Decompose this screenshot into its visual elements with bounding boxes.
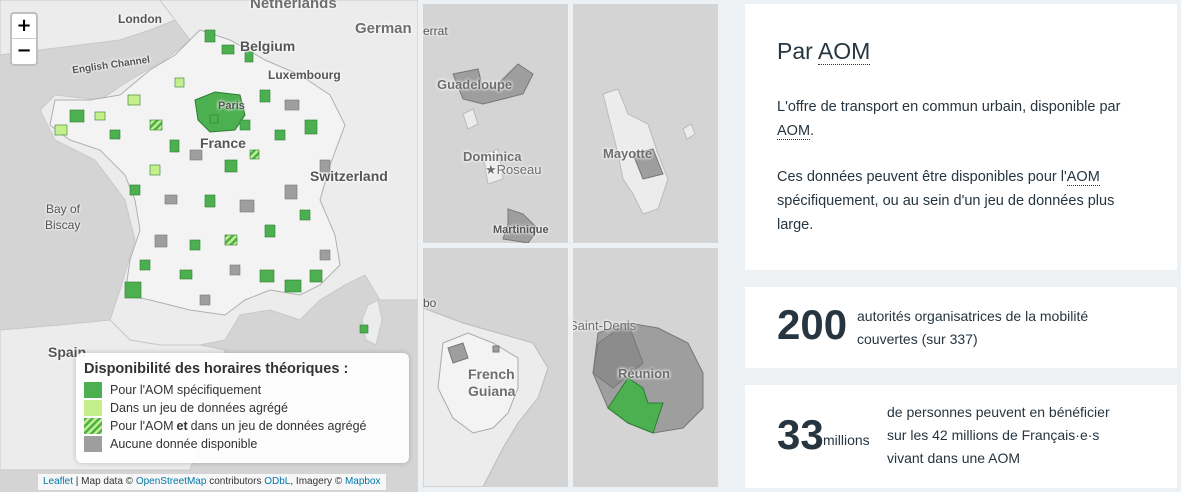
label-bo: bo [423, 296, 437, 310]
label-belgium: Belgium [240, 38, 296, 54]
inset-reunion[interactable]: Saint-Denis Réunion [573, 248, 718, 487]
label-french: French [468, 366, 515, 382]
legend-swatch-hatched [84, 418, 102, 434]
label-guadeloupe: Guadeloupe [437, 77, 513, 92]
osm-link[interactable]: OpenStreetMap [135, 476, 207, 487]
label-dominica: Dominica [463, 149, 522, 164]
stat-panel-aom: 200 autorités organisatrices de la mobil… [745, 287, 1177, 368]
legend-title: Disponibilité des horaires théoriques : [84, 361, 349, 377]
legend-item-specific: Pour l'AOM spécifiquement [84, 381, 401, 399]
legend-swatch-green [84, 382, 102, 398]
stat-panel-population: 33 millions de personnes peuvent en béné… [745, 385, 1177, 488]
label-mayotte: Mayotte [603, 146, 653, 161]
info-panel: Par AOM L'offre de transport en commun u… [745, 4, 1177, 270]
label-france: France [200, 135, 246, 151]
stat-population-desc: de personnes peuvent en bénéficier sur l… [887, 404, 1110, 466]
panel-paragraph-1: L'offre de transport en commun urbain, d… [777, 99, 1121, 140]
legend-swatch-grey [84, 436, 102, 452]
stat-population-value: 33 [777, 411, 824, 458]
panel-paragraph-2: Ces données peuvent être disponibles pou… [777, 169, 1115, 233]
label-germany: German [355, 20, 412, 37]
mapbox-link[interactable]: Mapbox [344, 476, 381, 487]
label-netherlands: Netherlands [250, 0, 337, 12]
label-montserrat: errat [423, 24, 448, 38]
zoom-control: + − [10, 12, 38, 66]
map-legend: Disponibilité des horaires théoriques : … [76, 353, 409, 463]
leaflet-link[interactable]: Leaflet [43, 476, 74, 487]
legend-swatch-light-green [84, 400, 102, 416]
inset-mayotte[interactable]: Mayotte [573, 4, 718, 243]
stat-population-unit: millions [823, 432, 870, 448]
label-roseau: ★Roseau [485, 162, 542, 177]
label-biscay: Biscay [45, 218, 81, 232]
label-paris: Paris [218, 100, 245, 112]
label-martinique: Martinique [493, 224, 549, 236]
legend-item-aggregated: Dans un jeu de données agrégé [84, 399, 401, 417]
legend-item-none: Aucune donnée disponible [84, 435, 401, 453]
label-london: London [118, 12, 162, 26]
label-saint-denis: Saint-Denis [573, 318, 637, 333]
stat-aom-value: 200 [777, 301, 848, 348]
zoom-out-button[interactable]: − [16, 40, 32, 61]
label-luxembourg: Luxembourg [268, 68, 341, 82]
inset-guadeloupe[interactable]: errat Guadeloupe Dominica ★Roseau Martin… [423, 4, 568, 243]
inset-guyane[interactable]: bo French Guiana [423, 248, 568, 487]
odbl-link[interactable]: ODbL [264, 476, 291, 487]
map-attribution: Leaflet | Map data © OpenStreetMap contr… [38, 474, 386, 490]
label-reunion: Réunion [618, 366, 670, 381]
zoom-in-button[interactable]: + [12, 14, 36, 39]
label-switzerland: Switzerland [310, 168, 388, 184]
label-bay-of: Bay of [46, 202, 81, 216]
stat-aom-desc: autorités organisatrices de la mobilité … [857, 308, 1089, 347]
label-guiana: Guiana [468, 383, 516, 399]
panel-title: Par AOM [777, 38, 871, 65]
legend-item-both: Pour l'AOM et dans un jeu de données agr… [84, 417, 401, 435]
